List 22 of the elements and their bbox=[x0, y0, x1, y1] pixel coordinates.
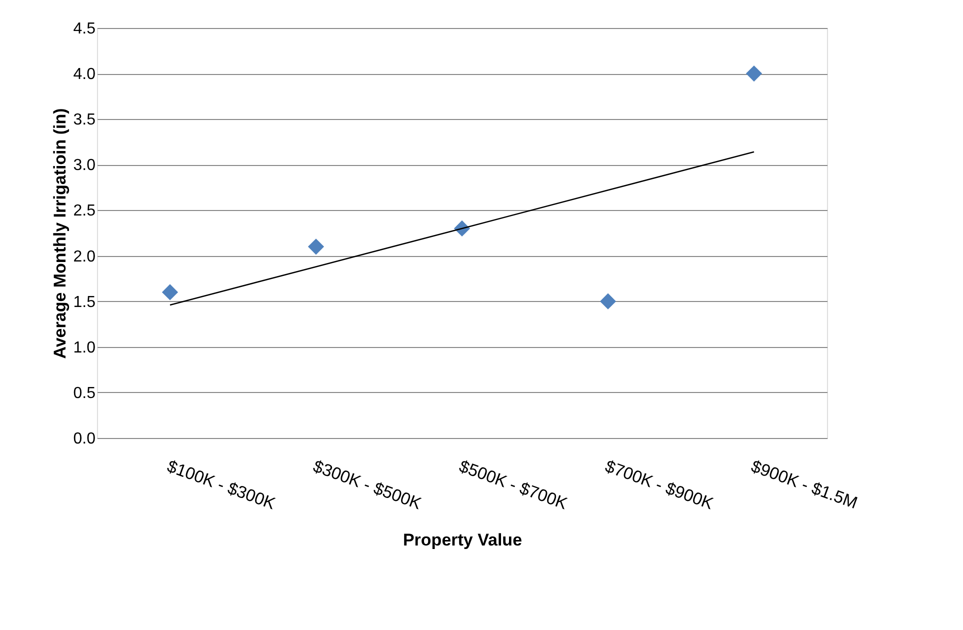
y-tick-label: 3.0 bbox=[73, 157, 96, 174]
y-tick-label: 2.0 bbox=[73, 248, 96, 266]
y-tick-label: 4.5 bbox=[73, 20, 96, 38]
y-tick-label: 1.5 bbox=[73, 294, 96, 311]
x-tick-label: $300K - $500K bbox=[310, 456, 424, 514]
y-tick-label: 3.5 bbox=[73, 112, 96, 129]
y-axis-title: Average Monthly Irrigatioin (in) bbox=[50, 108, 70, 359]
line-series bbox=[169, 151, 755, 306]
x-tick-label: $900K - $1.5M bbox=[748, 456, 860, 513]
point bbox=[746, 65, 762, 82]
x-tick-label: $500K - $700K bbox=[456, 456, 570, 514]
point bbox=[308, 238, 324, 255]
x-tick-label: $100K - $300K bbox=[164, 456, 278, 514]
y-tick-label: 0.5 bbox=[73, 384, 96, 402]
point bbox=[162, 284, 178, 300]
y-tick-label: 2.5 bbox=[73, 202, 96, 220]
x-tick-label: $700K - $900K bbox=[602, 456, 716, 514]
point bbox=[600, 293, 616, 310]
y-tick-label: 4.0 bbox=[73, 66, 96, 84]
x-axis-title: Property Value bbox=[402, 530, 522, 550]
y-tick-label: 1.0 bbox=[73, 339, 96, 356]
y-tick-label: 0.0 bbox=[73, 430, 96, 448]
